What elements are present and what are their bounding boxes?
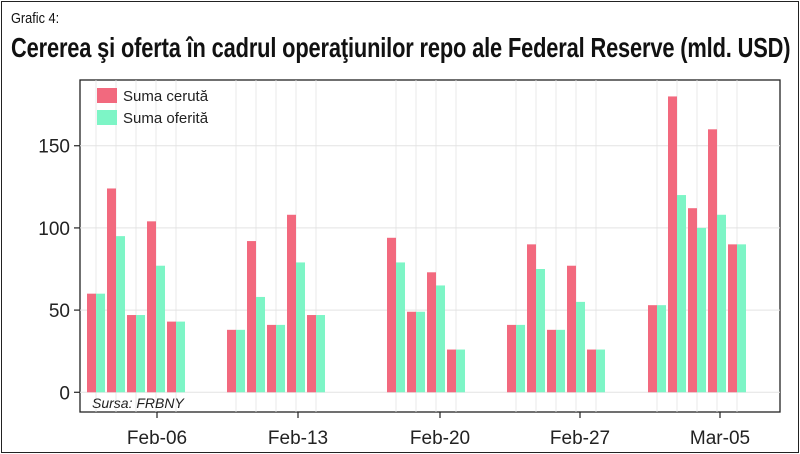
bar-demanded <box>447 349 456 393</box>
bar-demanded <box>728 244 737 393</box>
bar-demanded <box>527 244 536 393</box>
bar-offered <box>516 324 525 393</box>
bar-demanded <box>307 315 316 393</box>
y-tick-label: 150 <box>38 137 70 158</box>
bar-offered <box>456 349 465 393</box>
bar-offered <box>296 262 305 393</box>
y-tick-label: 50 <box>49 301 70 322</box>
bar-offered <box>556 329 565 393</box>
chart-kicker: Grafic 4: <box>11 10 60 27</box>
x-tick-label: Feb-20 <box>410 428 470 449</box>
chart-title: Cererea şi oferta în cadrul operaţiunilo… <box>11 32 791 63</box>
bar-demanded <box>648 305 657 393</box>
bar-demanded <box>547 329 556 393</box>
bar-demanded <box>507 324 516 393</box>
bar-demanded <box>287 214 296 393</box>
bar-offered <box>657 305 666 393</box>
source-note: Sursa: FRBNY <box>92 395 185 411</box>
bar-offered <box>576 301 585 393</box>
bar-offered <box>136 315 145 393</box>
bar-offered <box>436 285 445 393</box>
bar-offered <box>156 265 165 393</box>
bar-demanded <box>247 241 256 393</box>
bar-demanded <box>87 293 96 393</box>
y-tick-label: 0 <box>59 383 70 404</box>
bar-demanded <box>708 129 717 393</box>
legend-label-demanded: Suma cerută <box>123 88 209 105</box>
bar-offered <box>717 214 726 393</box>
legend-swatch-demanded <box>97 88 117 103</box>
x-tick-label: Mar-05 <box>690 428 750 449</box>
legend-swatch-offered <box>97 110 117 125</box>
x-tick-label: Feb-27 <box>550 428 610 449</box>
bar-offered <box>256 296 265 393</box>
bar-offered <box>176 321 185 393</box>
x-tick-label: Feb-06 <box>127 428 187 449</box>
bar-demanded <box>127 315 136 393</box>
bar-demanded <box>668 96 677 393</box>
bar-offered <box>737 244 746 393</box>
bar-offered <box>276 324 285 393</box>
bar-demanded <box>407 311 416 393</box>
bar-offered <box>677 195 686 393</box>
bar-demanded <box>167 321 176 393</box>
x-tick-label: Feb-13 <box>268 428 328 449</box>
bar-demanded <box>688 208 697 393</box>
bar-demanded <box>267 324 276 393</box>
bar-demanded <box>567 265 576 393</box>
bar-offered <box>116 236 125 393</box>
bar-offered <box>596 349 605 393</box>
y-tick-label: 100 <box>38 219 70 240</box>
bar-demanded <box>147 221 156 393</box>
bar-offered <box>96 293 105 393</box>
bar-offered <box>236 329 245 393</box>
bar-demanded <box>587 349 596 393</box>
bar-offered <box>536 269 545 393</box>
bar-offered <box>416 311 425 393</box>
bar-demanded <box>107 188 116 393</box>
legend-label-offered: Suma oferită <box>123 110 209 127</box>
bar-offered <box>316 315 325 393</box>
bar-demanded <box>427 272 436 393</box>
bar-demanded <box>387 237 396 393</box>
bar-offered <box>396 262 405 393</box>
bar-offered <box>697 227 706 393</box>
bar-demanded <box>227 329 236 393</box>
